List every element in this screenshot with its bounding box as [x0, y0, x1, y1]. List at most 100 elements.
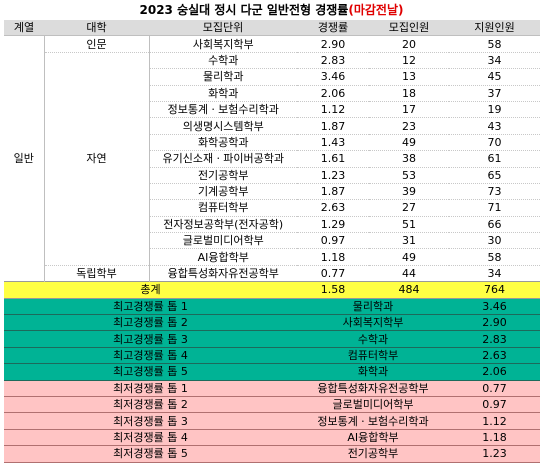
applicants-cell: 30	[449, 232, 540, 250]
quota-cell: 17	[369, 101, 449, 119]
rate-cell: 1.23	[297, 167, 369, 184]
rank-label: 최고경쟁률 톱 1	[4, 298, 297, 316]
unit-cell: 유기신소재ㆍ파이버공학과	[149, 150, 297, 168]
rank-unit: AI융합학부	[297, 429, 449, 447]
quota-cell: 23	[369, 117, 449, 135]
top-rank-row: 최고경쟁률 톱 3 수학과 2.83	[4, 330, 540, 348]
total-label: 총계	[4, 281, 297, 299]
table-row: 컴퓨터학부 2.63 27 71	[4, 199, 540, 217]
unit-cell: 전기공학부	[149, 167, 297, 184]
rate-cell: 1.87	[297, 183, 369, 201]
rate-cell: 1.87	[297, 117, 369, 135]
unit-cell: 물리학과	[149, 68, 297, 86]
table-row: 독립학부 융합특성화자유전공학부 0.77 44 34	[4, 265, 540, 283]
rank-label: 최저경쟁률 톱 2	[4, 396, 297, 414]
applicants-cell: 70	[449, 134, 540, 152]
quota-cell: 49	[369, 248, 449, 266]
total-quota: 484	[369, 281, 449, 299]
college-cell: 자연	[44, 52, 150, 266]
rate-cell: 2.90	[297, 35, 369, 53]
rank-unit: 사회복지학부	[297, 314, 449, 332]
unit-cell: 정보통계ㆍ보험수리학과	[149, 101, 297, 119]
quota-cell: 53	[369, 167, 449, 184]
applicants-cell: 71	[449, 199, 540, 217]
rank-label: 최고경쟁률 톱 5	[4, 363, 297, 381]
table-row: 의생명시스템학부 1.87 23 43	[4, 117, 540, 135]
rate-cell: 3.46	[297, 68, 369, 86]
quota-cell: 12	[369, 52, 449, 70]
rate-cell: 1.18	[297, 248, 369, 266]
rank-rate: 2.90	[449, 314, 540, 332]
low-rank-row: 최저경쟁률 톱 3 정보통계ㆍ보험수리학과 1.12	[4, 412, 540, 430]
applicants-cell: 58	[449, 248, 540, 266]
rank-label: 최고경쟁률 톱 3	[4, 330, 297, 348]
applicants-cell: 45	[449, 68, 540, 86]
rank-label: 최저경쟁률 톱 3	[4, 412, 297, 430]
rank-rate: 2.63	[449, 347, 540, 365]
applicants-cell: 34	[449, 265, 540, 283]
table-row: 글로벌미디어학부 0.97 31 30	[4, 232, 540, 250]
rank-unit: 융합특성화자유전공학부	[297, 380, 449, 397]
unit-cell: 융합특성화자유전공학부	[149, 265, 297, 283]
unit-cell: 화학공학과	[149, 134, 297, 152]
applicants-cell: 65	[449, 167, 540, 184]
unit-cell: 수학과	[149, 52, 297, 70]
rate-cell: 1.29	[297, 216, 369, 234]
page-title: 2023 숭실대 정시 다군 일반전형 경쟁률(마감전날)	[0, 0, 543, 20]
rank-label: 최고경쟁률 톱 4	[4, 347, 297, 365]
college-cell: 인문	[44, 35, 150, 53]
table-row: 물리학과 3.46 13 45	[4, 68, 540, 86]
table-row: AI융합학부 1.18 49 58	[4, 248, 540, 266]
rate-cell: 2.83	[297, 52, 369, 70]
rate-cell: 0.77	[297, 265, 369, 283]
rate-cell: 2.63	[297, 199, 369, 217]
quota-cell: 49	[369, 134, 449, 152]
unit-cell: 컴퓨터학부	[149, 199, 297, 217]
rank-label: 최저경쟁률 톱 5	[4, 445, 297, 463]
quota-cell: 39	[369, 183, 449, 201]
table-row: 화학공학과 1.43 49 70	[4, 134, 540, 152]
applicants-cell: 73	[449, 183, 540, 201]
col-header-applicants: 지원인원	[449, 20, 540, 37]
title-main: 2023 숭실대 정시 다군 일반전형 경쟁률	[139, 3, 349, 17]
rate-cell: 1.43	[297, 134, 369, 152]
unit-cell: AI융합학부	[149, 248, 297, 266]
quota-cell: 38	[369, 150, 449, 168]
total-rate: 1.58	[297, 281, 369, 299]
applicants-cell: 58	[449, 35, 540, 53]
table-row: 전기공학부 1.23 53 65	[4, 167, 540, 184]
rank-rate: 2.06	[449, 363, 540, 381]
top-rank-row: 최고경쟁률 톱 5 화학과 2.06	[4, 363, 540, 381]
rank-unit: 정보통계ㆍ보험수리학과	[297, 412, 449, 430]
college-cell: 독립학부	[44, 265, 150, 283]
rank-rate: 2.83	[449, 330, 540, 348]
table-row: 일반 인문 사회복지학부 2.90 20 58	[4, 35, 540, 283]
rank-rate: 1.18	[449, 429, 540, 447]
rank-label: 최저경쟁률 톱 4	[4, 429, 297, 447]
total-applicants: 764	[449, 281, 540, 299]
col-header-unit: 모집단위	[149, 20, 297, 37]
rank-rate: 1.12	[449, 412, 540, 430]
quota-cell: 31	[369, 232, 449, 250]
quota-cell: 51	[369, 216, 449, 234]
quota-cell: 13	[369, 68, 449, 86]
title-suffix: (마감전날)	[348, 3, 404, 17]
applicants-cell: 34	[449, 52, 540, 70]
applicants-cell: 61	[449, 150, 540, 168]
rank-rate: 0.97	[449, 396, 540, 414]
quota-cell: 18	[369, 85, 449, 102]
col-header-quota: 모집인원	[369, 20, 449, 37]
top-rank-row: 최고경쟁률 톱 2 사회복지학부 2.90	[4, 314, 540, 332]
col-header-group: 계열	[4, 20, 44, 37]
rank-unit: 컴퓨터학부	[297, 347, 449, 365]
rank-unit: 글로벌미디어학부	[297, 396, 449, 414]
competition-table: 계열 대학 모집단위 경쟁률 모집인원 지원인원 일반 인문 사회복지학부 2.90 2…	[4, 20, 540, 463]
group-cell: 일반	[4, 35, 45, 283]
rank-rate: 3.46	[449, 298, 540, 316]
header-row: 계열 대학 모집단위 경쟁률 모집인원 지원인원	[4, 20, 540, 37]
low-rank-row: 최저경쟁률 톱 2 글로벌미디어학부 0.97	[4, 396, 540, 414]
rank-rate: 0.77	[449, 380, 540, 397]
unit-cell: 화학과	[149, 85, 297, 102]
rank-label: 최저경쟁률 톱 1	[4, 380, 297, 397]
rank-unit: 수학과	[297, 330, 449, 348]
